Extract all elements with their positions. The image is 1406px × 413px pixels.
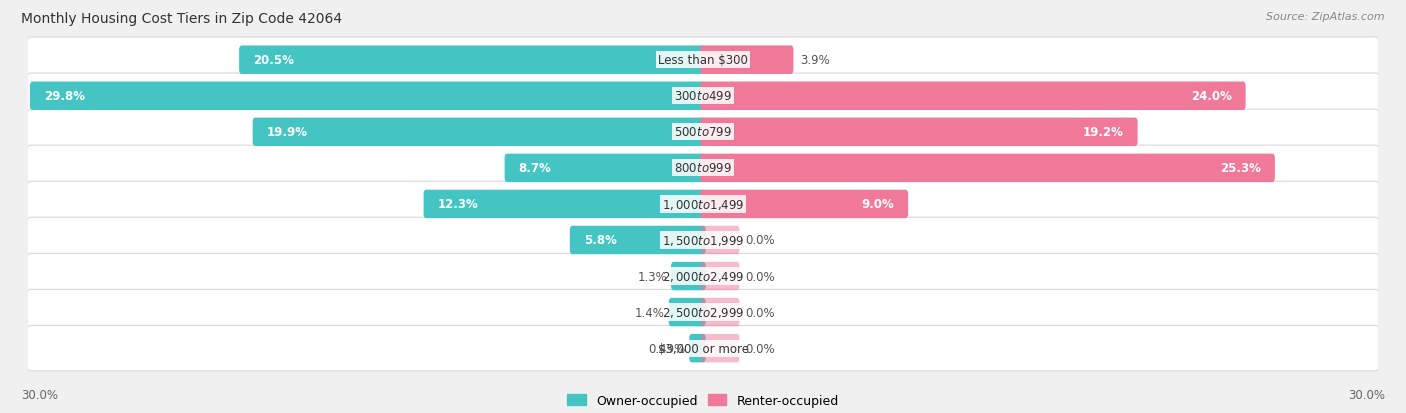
Text: 24.0%: 24.0%	[1191, 90, 1232, 103]
Text: 12.3%: 12.3%	[437, 198, 478, 211]
FancyBboxPatch shape	[700, 154, 1275, 183]
FancyBboxPatch shape	[689, 334, 706, 363]
FancyBboxPatch shape	[700, 298, 740, 327]
FancyBboxPatch shape	[700, 262, 740, 291]
Legend: Owner-occupied, Renter-occupied: Owner-occupied, Renter-occupied	[568, 394, 838, 407]
Text: $1,500 to $1,999: $1,500 to $1,999	[662, 233, 744, 247]
Text: Source: ZipAtlas.com: Source: ZipAtlas.com	[1267, 12, 1385, 22]
Text: 1.3%: 1.3%	[637, 270, 666, 283]
Text: 0.49%: 0.49%	[648, 342, 685, 355]
Text: 0.0%: 0.0%	[745, 234, 775, 247]
FancyBboxPatch shape	[700, 118, 1137, 147]
FancyBboxPatch shape	[253, 118, 706, 147]
Text: 29.8%: 29.8%	[44, 90, 84, 103]
Text: 8.7%: 8.7%	[519, 162, 551, 175]
Text: $2,000 to $2,499: $2,000 to $2,499	[662, 269, 744, 283]
Text: Less than $300: Less than $300	[658, 54, 748, 67]
FancyBboxPatch shape	[671, 262, 706, 291]
Text: $3,000 or more: $3,000 or more	[658, 342, 748, 355]
FancyBboxPatch shape	[569, 226, 706, 254]
FancyBboxPatch shape	[505, 154, 706, 183]
Text: 20.5%: 20.5%	[253, 54, 294, 67]
FancyBboxPatch shape	[423, 190, 706, 218]
FancyBboxPatch shape	[700, 190, 908, 218]
Text: 5.8%: 5.8%	[583, 234, 617, 247]
FancyBboxPatch shape	[700, 82, 1246, 111]
Text: 0.0%: 0.0%	[745, 342, 775, 355]
Text: 1.4%: 1.4%	[636, 306, 665, 319]
FancyBboxPatch shape	[27, 326, 1379, 371]
FancyBboxPatch shape	[700, 46, 793, 75]
Text: 3.9%: 3.9%	[800, 54, 830, 67]
Text: 9.0%: 9.0%	[862, 198, 894, 211]
FancyBboxPatch shape	[27, 254, 1379, 299]
Text: 0.0%: 0.0%	[745, 270, 775, 283]
FancyBboxPatch shape	[27, 74, 1379, 119]
Text: $800 to $999: $800 to $999	[673, 162, 733, 175]
Text: 30.0%: 30.0%	[21, 388, 58, 401]
FancyBboxPatch shape	[239, 46, 706, 75]
Text: $300 to $499: $300 to $499	[673, 90, 733, 103]
Text: $500 to $799: $500 to $799	[673, 126, 733, 139]
FancyBboxPatch shape	[27, 290, 1379, 335]
FancyBboxPatch shape	[27, 146, 1379, 191]
Text: 0.0%: 0.0%	[745, 306, 775, 319]
Text: 19.2%: 19.2%	[1083, 126, 1123, 139]
Text: 25.3%: 25.3%	[1220, 162, 1261, 175]
Text: 19.9%: 19.9%	[267, 126, 308, 139]
FancyBboxPatch shape	[27, 110, 1379, 155]
FancyBboxPatch shape	[30, 82, 706, 111]
Text: $2,500 to $2,999: $2,500 to $2,999	[662, 305, 744, 319]
FancyBboxPatch shape	[700, 226, 740, 254]
FancyBboxPatch shape	[669, 298, 706, 327]
FancyBboxPatch shape	[700, 334, 740, 363]
Text: $1,000 to $1,499: $1,000 to $1,499	[662, 197, 744, 211]
Text: Monthly Housing Cost Tiers in Zip Code 42064: Monthly Housing Cost Tiers in Zip Code 4…	[21, 12, 342, 26]
FancyBboxPatch shape	[27, 182, 1379, 227]
Text: 30.0%: 30.0%	[1348, 388, 1385, 401]
FancyBboxPatch shape	[27, 38, 1379, 83]
FancyBboxPatch shape	[27, 218, 1379, 263]
